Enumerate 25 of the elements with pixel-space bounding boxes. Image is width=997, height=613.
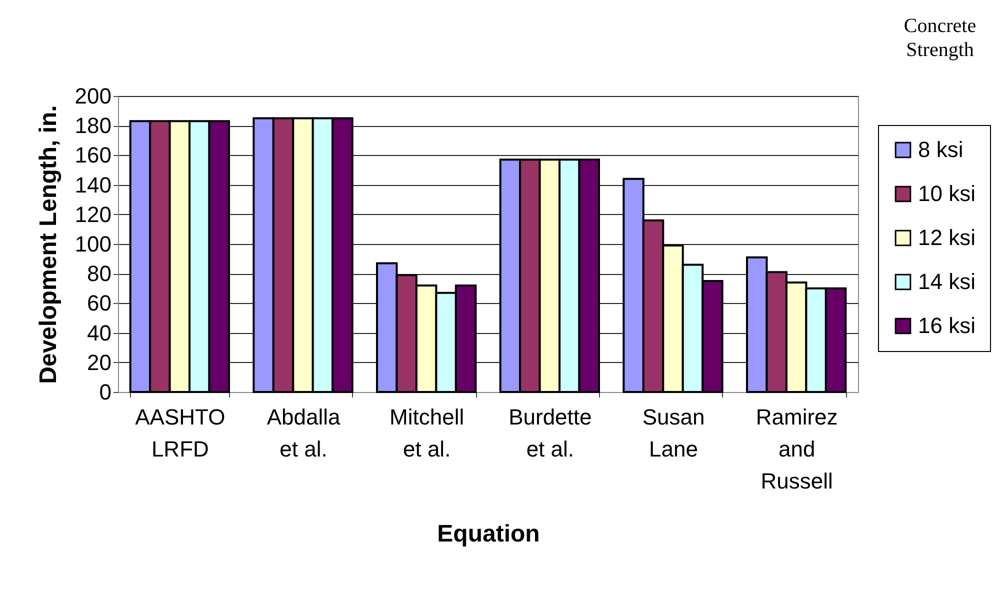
legend-label: 10 ksi [918, 181, 976, 206]
x-tick-label: AASHTO LRFD [135, 404, 226, 462]
x-tick-label: Susan Lane [642, 404, 705, 462]
y-tick-label: 180 [74, 113, 112, 138]
legend-label: 14 ksi [918, 269, 976, 294]
y-tick-label: 160 [74, 142, 112, 168]
legend-label: 16 ksi [918, 313, 976, 338]
x-axis-title: Equation [437, 520, 540, 548]
x-tick-label: Mitchell et al. [390, 404, 464, 462]
y-tick-label: 140 [74, 172, 112, 198]
y-tick-label: 0 [99, 380, 112, 404]
legend-title: Concrete Strength [904, 15, 976, 61]
y-tick-label: 60 [87, 290, 112, 316]
y-tick-label: 20 [87, 350, 112, 375]
legend-label: 8 ksi [918, 137, 964, 162]
x-tick-label: Burdette et al. [508, 404, 592, 462]
legend-label: 12 ksi [918, 225, 976, 250]
x-tick-label: Abdalla et al. [266, 404, 341, 462]
y-tick-label: 80 [87, 261, 112, 286]
y-tick-label: 200 [74, 84, 112, 108]
y-axis-title: Development Length, in. [34, 105, 62, 384]
y-tick-label: 100 [74, 232, 112, 256]
x-tick-label: Ramirez and Russell [756, 404, 838, 494]
y-tick-label: 40 [87, 320, 112, 346]
y-tick-label: 120 [74, 202, 112, 227]
